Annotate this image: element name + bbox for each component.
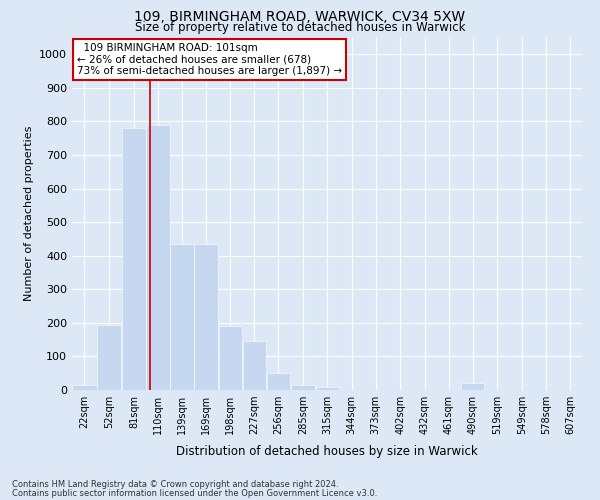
Bar (461, 384, 484, 390)
X-axis label: Distribution of detached houses by size in Warwick: Distribution of detached houses by size … (176, 446, 478, 458)
Bar (218, 326, 242, 390)
Bar (291, 385, 315, 390)
Text: Contains HM Land Registry data © Crown copyright and database right 2024.: Contains HM Land Registry data © Crown c… (12, 480, 338, 489)
Bar (97, 324, 121, 390)
Bar (122, 128, 146, 390)
Y-axis label: Number of detached properties: Number of detached properties (23, 126, 34, 302)
Bar (170, 244, 194, 390)
Bar (267, 373, 290, 390)
Bar (316, 386, 339, 390)
Bar (242, 342, 266, 390)
Bar (146, 125, 170, 390)
Bar (73, 385, 97, 390)
Text: Contains public sector information licensed under the Open Government Licence v3: Contains public sector information licen… (12, 488, 377, 498)
Bar (194, 244, 218, 390)
Text: Size of property relative to detached houses in Warwick: Size of property relative to detached ho… (135, 21, 465, 34)
Text: 109 BIRMINGHAM ROAD: 101sqm
← 26% of detached houses are smaller (678)
73% of se: 109 BIRMINGHAM ROAD: 101sqm ← 26% of det… (77, 43, 342, 76)
Text: 109, BIRMINGHAM ROAD, WARWICK, CV34 5XW: 109, BIRMINGHAM ROAD, WARWICK, CV34 5XW (134, 10, 466, 24)
